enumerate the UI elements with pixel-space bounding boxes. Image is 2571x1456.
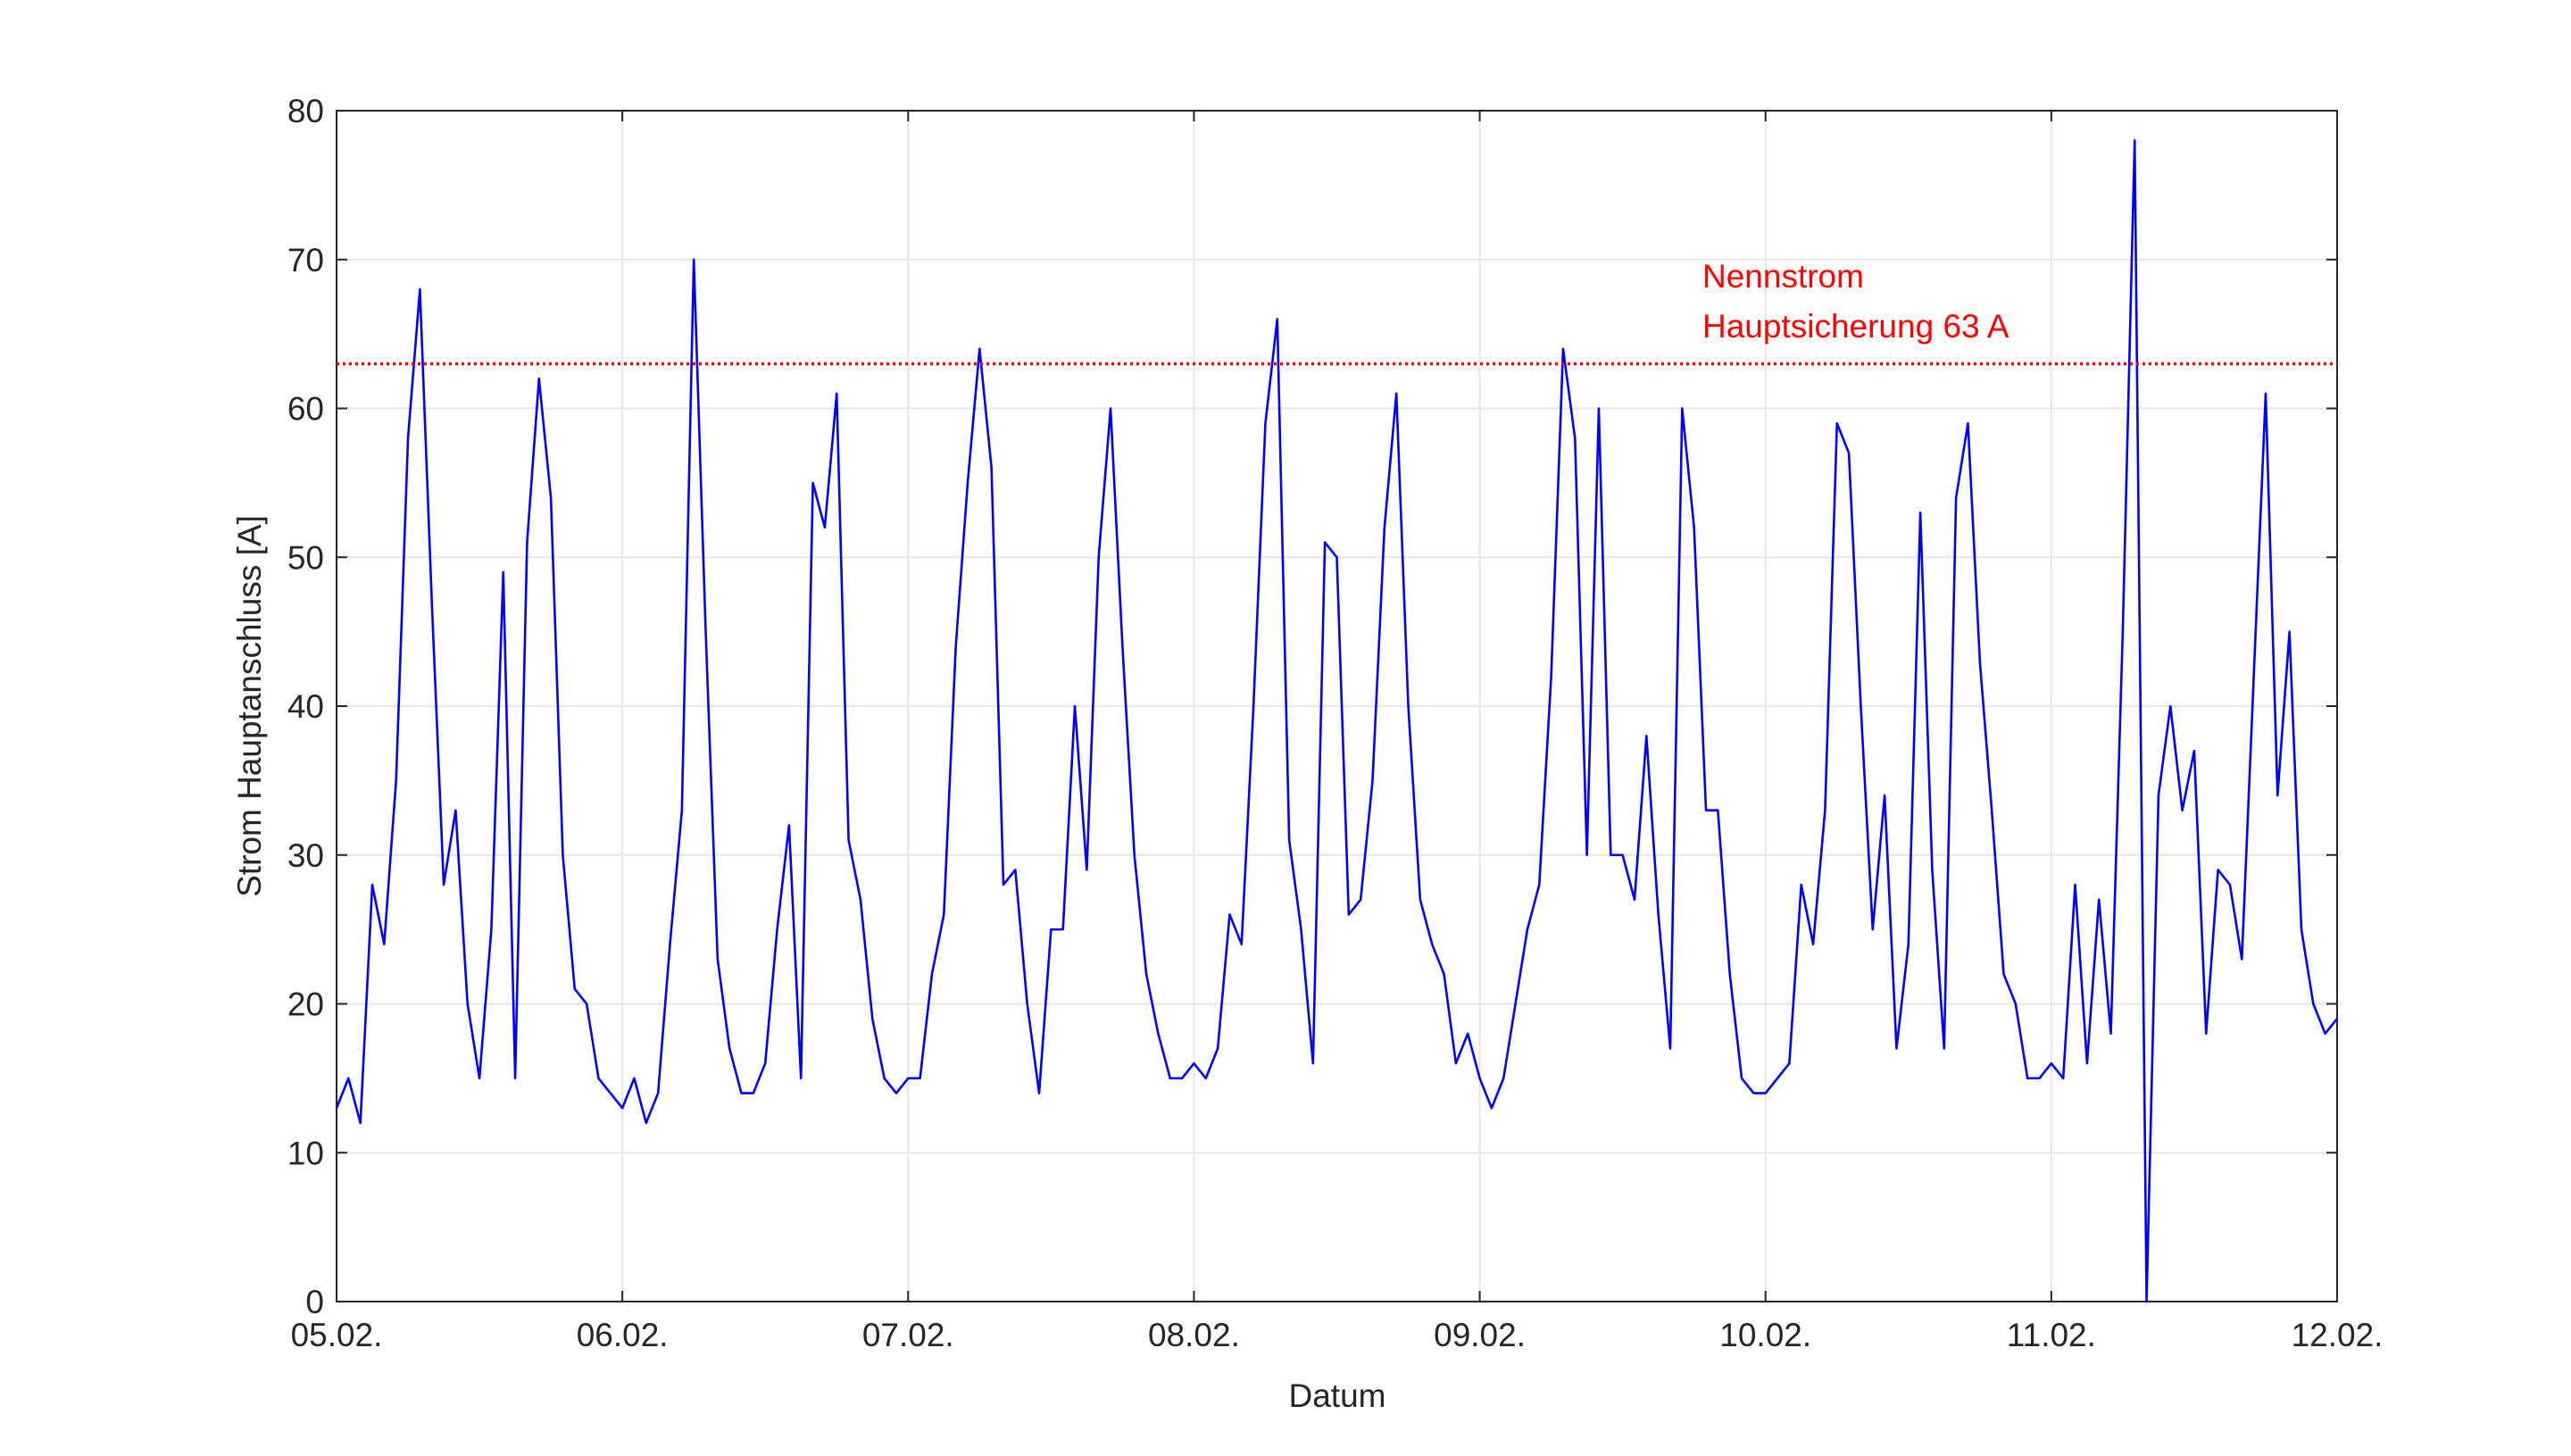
- y-tick-label: 60: [287, 391, 324, 428]
- x-tick-label: 12.02.: [2292, 1317, 2384, 1353]
- y-tick-label: 20: [287, 986, 324, 1023]
- x-tick-label: 05.02.: [291, 1317, 383, 1353]
- x-tick-label: 08.02.: [1148, 1317, 1240, 1353]
- y-tick-label: 50: [287, 539, 324, 576]
- x-tick-label: 07.02.: [862, 1317, 954, 1353]
- y-axis-label: Strom Hauptanschluss [A]: [231, 515, 268, 897]
- plot-frame: [336, 110, 2338, 1302]
- x-axis-label: Datum: [1289, 1377, 1386, 1414]
- y-tick-label: 0: [305, 1284, 324, 1320]
- y-tick-label: 30: [287, 837, 324, 874]
- x-tick-label: 11.02.: [2007, 1317, 2096, 1353]
- x-tick-label: 06.02.: [577, 1317, 669, 1353]
- y-tick-label: 70: [287, 242, 324, 279]
- y-tick-label: 10: [287, 1135, 324, 1171]
- annotation: Nennstrom: [1702, 258, 1864, 295]
- y-tick-label: 80: [287, 93, 324, 129]
- x-tick-label: 09.02.: [1434, 1317, 1526, 1353]
- annotation: Hauptsicherung 63 A: [1702, 308, 2009, 345]
- y-tick-label: 40: [287, 688, 324, 725]
- data-line: [335, 139, 2339, 1303]
- x-tick-label: 10.02.: [1719, 1317, 1811, 1353]
